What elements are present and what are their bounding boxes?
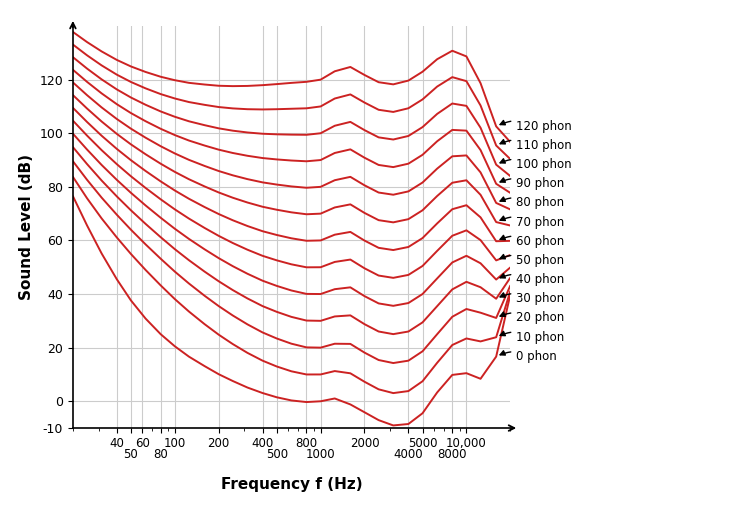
Text: 10 phon: 10 phon: [500, 331, 564, 343]
Text: 50 phon: 50 phon: [500, 254, 564, 267]
Text: 60: 60: [135, 437, 150, 450]
Text: 500: 500: [265, 448, 288, 461]
Text: 100: 100: [164, 437, 186, 450]
Text: 80: 80: [153, 448, 168, 461]
Text: 90 phon: 90 phon: [500, 177, 564, 191]
Text: 100 phon: 100 phon: [500, 158, 572, 171]
Text: 8000: 8000: [437, 448, 467, 461]
Text: 40 phon: 40 phon: [500, 273, 564, 286]
Y-axis label: Sound Level (dB): Sound Level (dB): [19, 154, 34, 300]
Text: 20 phon: 20 phon: [500, 312, 564, 325]
Text: 30 phon: 30 phon: [500, 292, 564, 305]
Text: 200: 200: [208, 437, 230, 450]
Text: 110 phon: 110 phon: [500, 139, 572, 152]
Text: 400: 400: [252, 437, 273, 450]
X-axis label: Frequency f (Hz): Frequency f (Hz): [221, 477, 362, 492]
Text: 5000: 5000: [408, 437, 437, 450]
Text: 50: 50: [123, 448, 139, 461]
Text: 0 phon: 0 phon: [500, 350, 557, 363]
Text: 4000: 4000: [394, 448, 424, 461]
Text: 1000: 1000: [305, 448, 335, 461]
Text: 10,000: 10,000: [446, 437, 487, 450]
Text: 800: 800: [295, 437, 318, 450]
Text: 60 phon: 60 phon: [500, 235, 564, 248]
Text: 80 phon: 80 phon: [500, 196, 564, 209]
Text: 70 phon: 70 phon: [500, 216, 564, 229]
Text: 2000: 2000: [350, 437, 379, 450]
Text: 40: 40: [109, 437, 124, 450]
Text: 120 phon: 120 phon: [500, 120, 572, 133]
